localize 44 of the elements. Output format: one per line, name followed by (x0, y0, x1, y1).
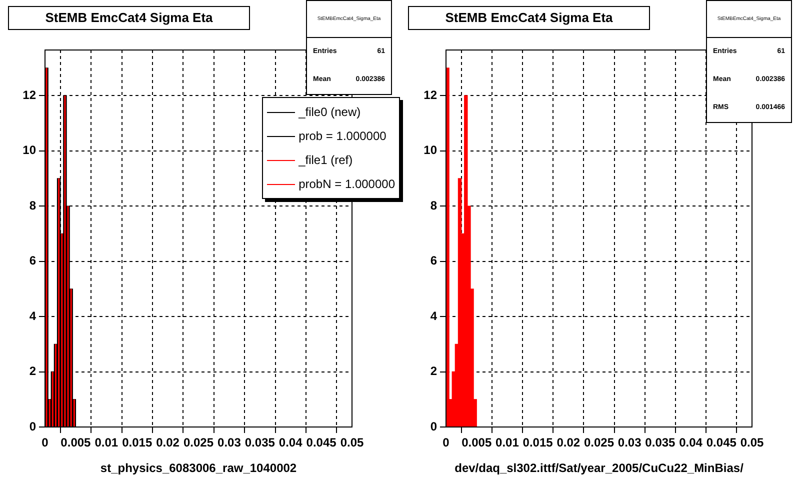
y-tick-label: 0 (430, 419, 438, 434)
x-tick-label: 0.02 (556, 436, 580, 450)
x-tick-label: 0.005 (60, 436, 92, 450)
x-tick-label: 0.035 (645, 436, 676, 450)
x-tick-label: 0.01 (496, 436, 520, 450)
y-tick-label: 4 (29, 308, 36, 323)
y-tick-label: 4 (430, 308, 438, 323)
x-tick-label: 0.01 (94, 436, 118, 450)
x-axis-title: dev/daq_sl302.ittf/Sat/year_2005/CuCu22_MinBias/ (454, 461, 744, 476)
x-tick-label: 0.025 (183, 436, 214, 450)
y-tick-label: 2 (29, 364, 36, 378)
x-tick-label: 0.045 (706, 436, 737, 450)
x-tick-label: 0.05 (740, 436, 764, 450)
x-tick-label: 0.03 (618, 436, 642, 450)
x-tick-label: 0 (42, 436, 49, 450)
x-tick-label: 0.015 (122, 436, 152, 450)
y-tick-label: 8 (29, 198, 36, 212)
y-tick-label: 10 (424, 143, 438, 158)
y-tick-label: 6 (29, 254, 36, 268)
annotation: prob = 1.000000 (298, 129, 386, 143)
x-tick-label: 0.025 (584, 436, 614, 450)
x-tick-label: 0.04 (278, 436, 303, 450)
x-axis-title: st_physics_6083006_raw_1040002 (100, 461, 297, 476)
x-tick-label: 0.03 (218, 436, 242, 450)
y-tick-label: 12 (22, 88, 36, 102)
x-tick-label: 0 (442, 436, 450, 450)
x-tick-label: 0.035 (244, 436, 276, 450)
y-tick-label: 10 (22, 143, 36, 158)
x-tick-label: 0.005 (462, 436, 492, 450)
x-tick-label: 0.05 (340, 436, 364, 450)
x-tick-label: 0.04 (679, 436, 703, 450)
y-tick-label: 12 (424, 88, 438, 102)
legend-label: _file1 (ref) (298, 153, 353, 167)
legend-label: _file0 (new) (298, 105, 361, 119)
y-tick-label: 0 (29, 419, 36, 434)
x-tick-label: 0.015 (522, 436, 554, 450)
chart-title: StEMB EmcCat4 Sigma Eta (408, 6, 650, 30)
y-tick-label: 6 (430, 254, 438, 268)
chart-title: StEMB EmcCat4 Sigma Eta (8, 6, 250, 30)
x-tick-label: 0.045 (306, 436, 337, 450)
annotation: probN = 1.000000 (298, 177, 395, 191)
y-tick-label: 2 (430, 364, 438, 378)
x-tick-label: 0.02 (156, 436, 180, 450)
y-tick-label: 8 (430, 198, 438, 212)
